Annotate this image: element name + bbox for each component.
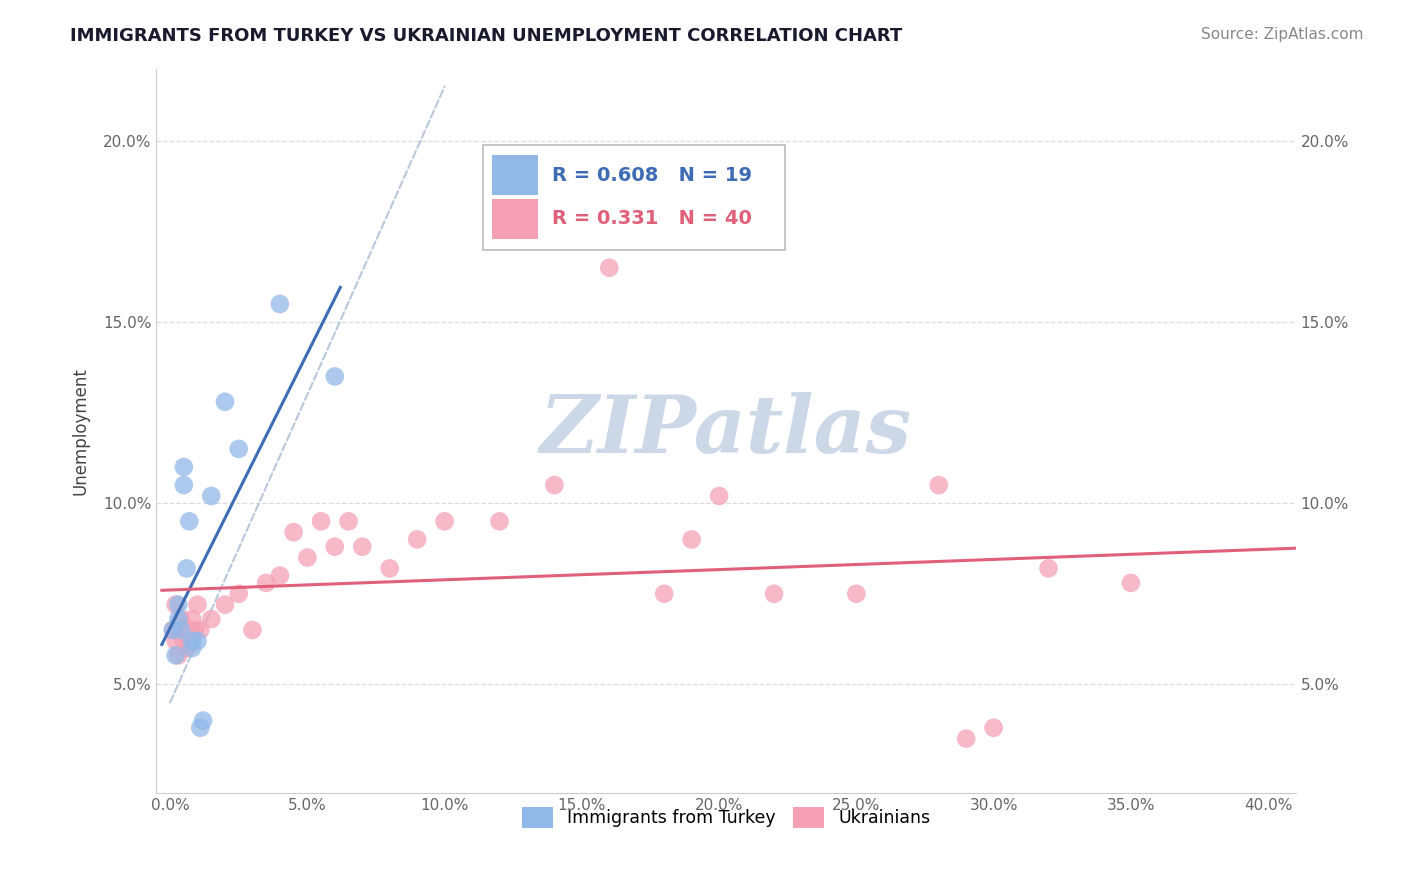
Point	[162, 623, 184, 637]
Point	[162, 623, 184, 637]
Point	[181, 612, 204, 626]
Point	[955, 731, 977, 746]
Point	[707, 489, 730, 503]
Point	[176, 561, 198, 575]
Point	[1038, 561, 1060, 575]
Point	[406, 533, 429, 547]
Point	[186, 633, 208, 648]
Point	[283, 525, 305, 540]
FancyBboxPatch shape	[492, 199, 538, 239]
Point	[165, 648, 187, 663]
Point	[179, 623, 201, 637]
FancyBboxPatch shape	[492, 155, 538, 195]
Point	[165, 633, 187, 648]
Point	[488, 514, 510, 528]
Text: IMMIGRANTS FROM TURKEY VS UKRAINIAN UNEMPLOYMENT CORRELATION CHART: IMMIGRANTS FROM TURKEY VS UKRAINIAN UNEM…	[70, 27, 903, 45]
Text: R = 0.608   N = 19: R = 0.608 N = 19	[551, 166, 752, 185]
Point	[173, 478, 195, 492]
Point	[228, 587, 250, 601]
Point	[652, 587, 675, 601]
Point	[242, 623, 264, 637]
Point	[188, 721, 211, 735]
Point	[1119, 575, 1142, 590]
Point	[167, 612, 190, 626]
Point	[181, 641, 204, 656]
Text: Source: ZipAtlas.com: Source: ZipAtlas.com	[1201, 27, 1364, 42]
Point	[184, 623, 207, 637]
Text: ZIPatlas: ZIPatlas	[540, 392, 912, 469]
Point	[200, 489, 222, 503]
Point	[191, 714, 214, 728]
Text: R = 0.331   N = 40: R = 0.331 N = 40	[551, 209, 752, 228]
Point	[188, 623, 211, 637]
Point	[337, 514, 360, 528]
Point	[167, 648, 190, 663]
Point	[323, 369, 346, 384]
Point	[173, 633, 195, 648]
Legend: Immigrants from Turkey, Ukrainians: Immigrants from Turkey, Ukrainians	[515, 800, 938, 835]
Point	[167, 598, 190, 612]
Point	[763, 587, 786, 601]
Point	[845, 587, 868, 601]
Point	[433, 514, 456, 528]
Point	[681, 533, 703, 547]
Point	[214, 394, 236, 409]
Point	[983, 721, 1005, 735]
Point	[176, 641, 198, 656]
Point	[181, 633, 204, 648]
Point	[228, 442, 250, 456]
Point	[170, 623, 193, 637]
Point	[170, 612, 193, 626]
Point	[214, 598, 236, 612]
Y-axis label: Unemployment: Unemployment	[72, 367, 89, 495]
Point	[352, 540, 374, 554]
Point	[186, 598, 208, 612]
Point	[254, 575, 277, 590]
Point	[543, 478, 565, 492]
Point	[269, 297, 291, 311]
Point	[378, 561, 401, 575]
Point	[309, 514, 332, 528]
Point	[297, 550, 319, 565]
Point	[928, 478, 950, 492]
Point	[598, 260, 620, 275]
Point	[179, 514, 201, 528]
Point	[165, 598, 187, 612]
FancyBboxPatch shape	[484, 145, 785, 250]
Point	[323, 540, 346, 554]
Point	[200, 612, 222, 626]
Point	[173, 460, 195, 475]
Point	[269, 568, 291, 582]
